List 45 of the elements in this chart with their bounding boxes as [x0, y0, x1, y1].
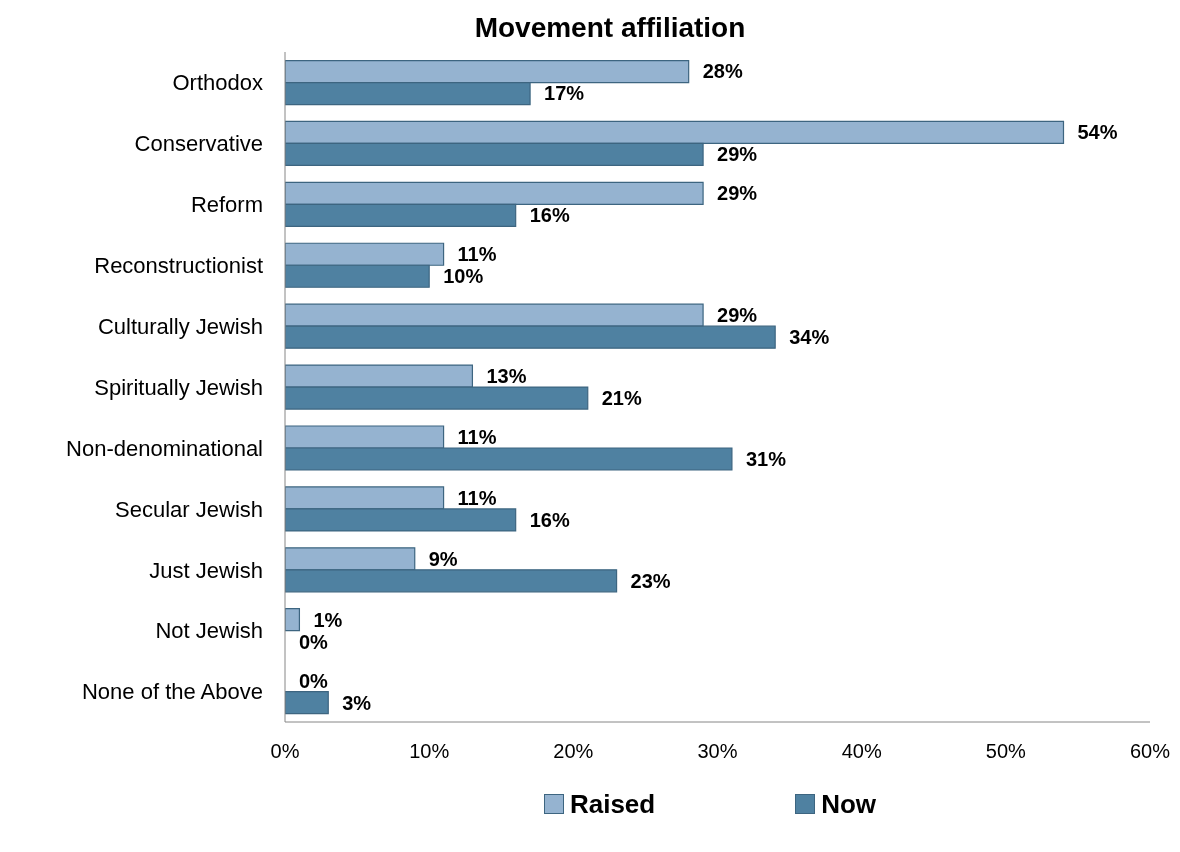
bar: [285, 608, 301, 632]
data-label: 17%: [544, 82, 585, 105]
y-tick-label: Not Jewish: [155, 618, 263, 644]
legend-label: Now: [821, 788, 877, 820]
y-tick-label: Spiritually Jewish: [94, 374, 263, 400]
y-tick-label: Non-denominational: [66, 435, 263, 461]
legend-label: Raised: [569, 788, 656, 820]
chart-title: Movement affiliation: [473, 11, 747, 45]
data-label: 9%: [428, 547, 458, 570]
x-tick-label: 50%: [985, 740, 1027, 763]
data-label: 0%: [299, 630, 329, 653]
y-tick-label: None of the Above: [81, 679, 263, 705]
data-label: 3%: [342, 691, 372, 714]
y-tick-label: Reconstructionist: [94, 252, 263, 278]
data-label: 21%: [601, 386, 642, 409]
data-label: 29%: [717, 304, 758, 327]
x-tick-label: 30%: [697, 740, 738, 763]
data-label: 0%: [299, 669, 329, 692]
data-label: 29%: [717, 143, 758, 166]
data-label: 28%: [702, 60, 743, 83]
data-label: 11%: [457, 425, 497, 448]
x-tick-label: 60%: [1129, 740, 1171, 763]
x-tick-label: 0%: [270, 740, 300, 763]
y-tick-label: Culturally Jewish: [97, 313, 263, 339]
bar: [285, 691, 329, 715]
data-label: 10%: [443, 265, 484, 288]
y-tick-label: Secular Jewish: [115, 496, 263, 522]
data-label: 13%: [486, 365, 527, 388]
data-label: 11%: [457, 243, 497, 266]
data-label: 31%: [745, 447, 787, 470]
x-tick-label: 40%: [841, 740, 882, 763]
y-tick-label: Conservative: [134, 131, 263, 157]
data-label: 34%: [789, 326, 830, 349]
data-label: 16%: [529, 204, 570, 227]
x-tick-label: 10%: [409, 740, 450, 763]
data-label: 1%: [313, 608, 343, 631]
y-tick-label: Orthodox: [172, 70, 263, 96]
data-label: 16%: [529, 508, 570, 531]
data-label: 23%: [630, 569, 671, 592]
y-tick-label: Just Jewish: [149, 557, 263, 583]
data-label: 29%: [717, 182, 758, 205]
data-label: 54%: [1077, 121, 1118, 144]
x-tick-label: 20%: [553, 740, 594, 763]
y-tick-label: Reform: [190, 192, 263, 218]
data-label: 11%: [457, 486, 497, 509]
